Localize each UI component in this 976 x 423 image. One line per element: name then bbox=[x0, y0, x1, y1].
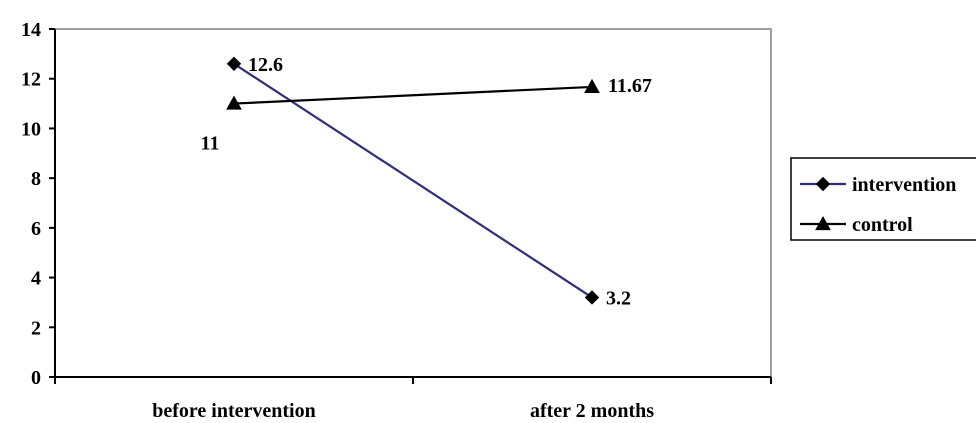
series-line-intervention bbox=[233, 62, 593, 299]
legend-marker-control bbox=[815, 215, 831, 231]
data-label-intervention: 12.6 bbox=[248, 54, 283, 76]
y-tick-label: 2 bbox=[31, 317, 41, 339]
y-tick-label: 12 bbox=[21, 69, 41, 91]
series-layer: 12.6 3.2 11 11.67 bbox=[201, 54, 652, 310]
x-category-label: before intervention bbox=[152, 400, 316, 422]
legend-label-intervention: intervention bbox=[852, 174, 956, 196]
y-tick-label: 4 bbox=[31, 268, 41, 290]
plot-area bbox=[54, 28, 772, 378]
data-point-control bbox=[226, 95, 242, 110]
data-point-intervention bbox=[584, 290, 600, 305]
legend: intervention control bbox=[790, 157, 976, 241]
x-axis-ticks: before intervention after 2 months bbox=[54, 377, 772, 422]
y-tick-label: 10 bbox=[21, 118, 41, 140]
data-point-control bbox=[584, 78, 600, 94]
x-category-label: after 2 months bbox=[530, 400, 654, 422]
data-label-control: 11.67 bbox=[608, 75, 652, 97]
y-tick-label: 0 bbox=[31, 367, 41, 389]
legend-label-control: control bbox=[852, 214, 913, 236]
data-label-intervention: 3.2 bbox=[606, 287, 631, 309]
legend-marker-intervention bbox=[815, 176, 831, 192]
data-label-control: 11 bbox=[201, 133, 220, 155]
y-tick-label: 8 bbox=[31, 168, 41, 190]
series-line-control bbox=[233, 85, 593, 105]
data-point-intervention bbox=[226, 56, 242, 72]
y-axis-ticks: 0 2 4 6 8 10 12 14 bbox=[21, 19, 55, 389]
y-tick-label: 6 bbox=[31, 218, 41, 240]
y-tick-label: 14 bbox=[21, 19, 41, 41]
